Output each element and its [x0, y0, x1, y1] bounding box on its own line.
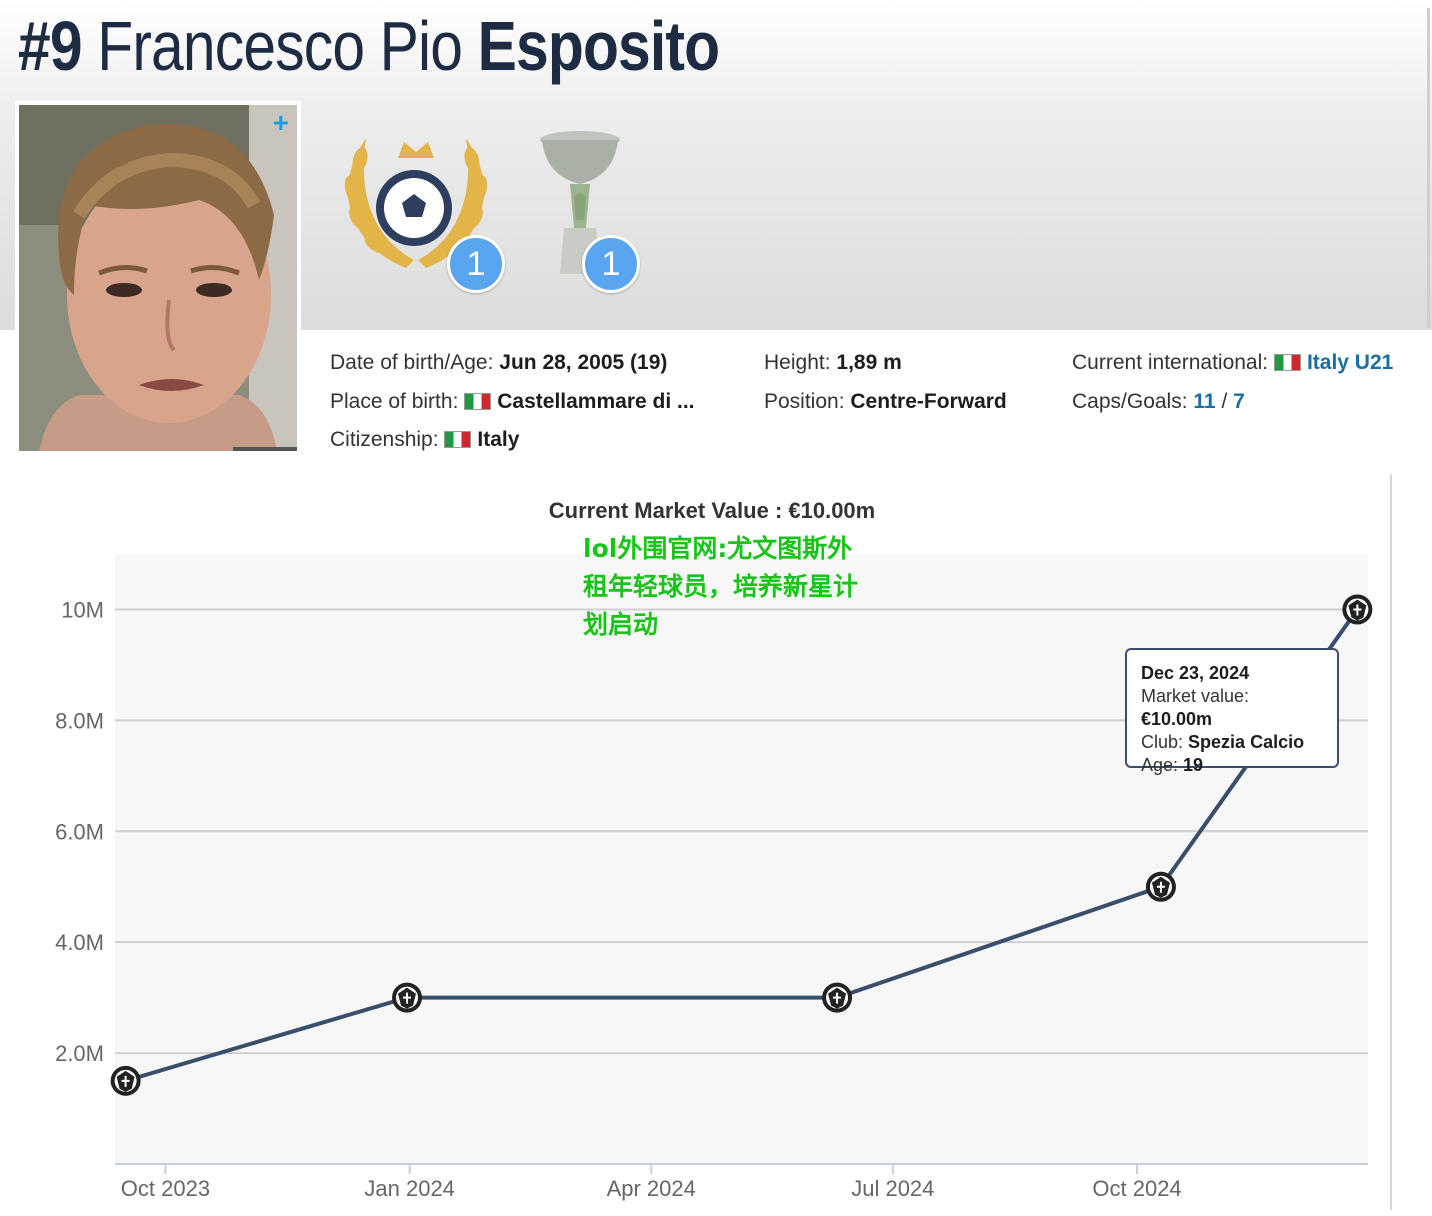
- y-tick-label: 6.0M: [55, 819, 104, 844]
- italy-flag-icon: [444, 431, 472, 448]
- x-tick-label: Oct 2023: [121, 1176, 210, 1201]
- international-label: Current international:: [1072, 351, 1269, 374]
- goals-link[interactable]: 7: [1233, 390, 1245, 413]
- tooltip-market-value: Market value: €10.00m: [1141, 686, 1250, 729]
- height-value: 1,89 m: [836, 351, 902, 374]
- chart-title: Current Market Value : €10.00m: [548, 498, 876, 523]
- tooltip-age: Age: 19: [1141, 755, 1204, 775]
- info-place-of-birth: Place of birth: Castellammare di ...: [330, 390, 695, 414]
- italy-flag-icon: [1273, 354, 1301, 371]
- club-crest-marker[interactable]: [822, 982, 853, 1013]
- plus-icon[interactable]: +: [272, 107, 289, 138]
- x-tick-label: Jan 2024: [364, 1176, 455, 1201]
- photo-caption-bar: [233, 447, 297, 451]
- info-dob: Date of birth/Age: Jun 28, 2005 (19): [330, 351, 667, 375]
- x-tick-label: Jul 2024: [851, 1176, 934, 1201]
- x-tick-label: Oct 2024: [1092, 1176, 1181, 1201]
- trophy-count-badge: 1: [582, 235, 640, 293]
- position-label: Position:: [764, 390, 845, 413]
- player-first-name: Francesco Pio: [97, 7, 463, 85]
- tooltip-club: Club: Spezia Calcio: [1141, 732, 1305, 752]
- citizenship-value: Italy: [477, 428, 520, 451]
- tooltip-date: Dec 23, 2024: [1141, 663, 1250, 683]
- player-photo[interactable]: +: [15, 101, 301, 451]
- pob-label: Place of birth:: [330, 390, 459, 413]
- info-citizenship: Citizenship: Italy: [330, 428, 519, 452]
- pob-value: Castellammare di ...: [497, 390, 695, 413]
- caps-link[interactable]: 11: [1193, 390, 1216, 413]
- club-crest-marker[interactable]: [1145, 871, 1176, 902]
- club-crest-marker[interactable]: [392, 982, 423, 1013]
- shirt-number: #9: [18, 7, 83, 85]
- caps-separator: /: [1221, 390, 1228, 413]
- y-tick-label: 8.0M: [55, 708, 104, 733]
- caps-label: Caps/Goals:: [1072, 390, 1188, 413]
- club-crest-marker[interactable]: [110, 1065, 141, 1096]
- x-tick-label: Apr 2024: [607, 1176, 696, 1201]
- y-tick-label: 4.0M: [55, 930, 104, 955]
- height-label: Height:: [764, 351, 831, 374]
- info-position: Position: Centre-Forward: [764, 390, 1007, 414]
- y-tick-label: 10M: [61, 597, 104, 622]
- international-link[interactable]: Italy U21: [1306, 351, 1394, 374]
- chart-tooltip: Dec 23, 2024 Market value: €10.00m Club:…: [1125, 648, 1339, 775]
- position-value: Centre-Forward: [850, 390, 1007, 413]
- dob-label: Date of birth/Age:: [330, 351, 494, 374]
- info-height: Height: 1,89 m: [764, 351, 902, 375]
- promo-overlay-text: lol外围官网:尤文图斯外租年轻球员，培养新星计划启动: [583, 534, 859, 639]
- award-count-badge: 1: [447, 235, 505, 293]
- player-last-name: Esposito: [477, 7, 720, 85]
- dob-value: Jun 28, 2005 (19): [499, 351, 668, 374]
- player-title: #9 Francesco Pio Esposito: [18, 6, 720, 86]
- info-caps-goals: Caps/Goals: 11 / 7: [1072, 390, 1245, 414]
- italy-flag-icon: [464, 393, 492, 410]
- y-tick-label: 2.0M: [55, 1041, 104, 1066]
- citizenship-label: Citizenship:: [330, 428, 439, 451]
- player-portrait: +: [19, 105, 297, 451]
- info-international: Current international: Italy U21: [1072, 351, 1393, 375]
- club-crest-marker[interactable]: [1342, 594, 1373, 625]
